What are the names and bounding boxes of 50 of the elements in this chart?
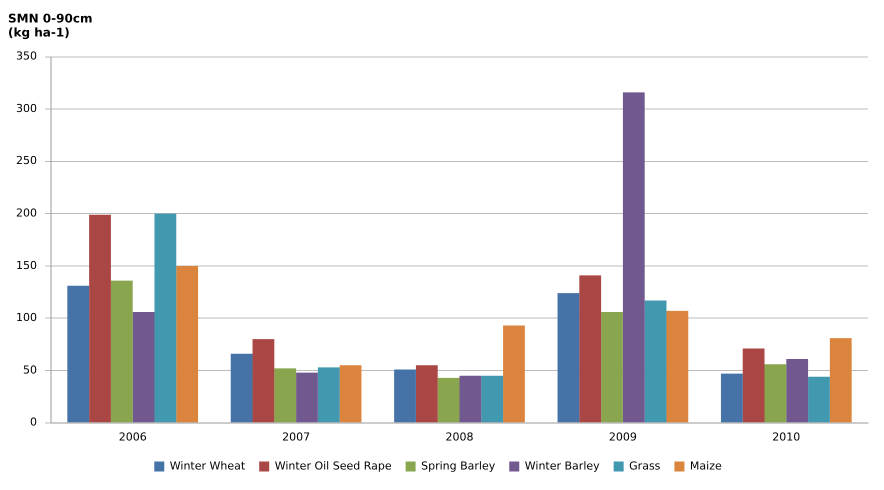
legend-label: Spring Barley xyxy=(421,459,496,472)
y-tick-label: 150 xyxy=(16,258,37,272)
x-tick-label: 2006 xyxy=(118,430,147,444)
x-tick-label: 2010 xyxy=(772,430,800,444)
bar xyxy=(622,92,645,422)
y-tick-label: 50 xyxy=(22,363,37,376)
bar xyxy=(601,312,623,422)
legend-label: Winter Wheat xyxy=(170,459,246,472)
bar xyxy=(558,293,580,422)
bar xyxy=(230,354,253,422)
legend-label: Winter Oil Seed Rape xyxy=(274,459,392,472)
bar xyxy=(416,365,438,422)
y-tick-label: 250 xyxy=(16,154,37,168)
bar xyxy=(786,359,808,422)
y-tick-label: 300 xyxy=(16,102,37,115)
y-axis-title: SMN 0-90cm (kg ha-1) xyxy=(8,11,92,40)
y-tick-label: 350 xyxy=(16,50,37,63)
bar xyxy=(481,376,504,422)
bar xyxy=(394,369,416,422)
legend-label: Maize xyxy=(690,459,722,472)
bar xyxy=(808,376,830,422)
bar xyxy=(176,266,198,422)
y-tick-label: 0 xyxy=(30,416,37,429)
bar xyxy=(579,275,602,422)
bar xyxy=(132,312,154,422)
y-tick-label: 200 xyxy=(16,206,37,220)
bar xyxy=(252,339,274,422)
bar xyxy=(742,348,765,422)
legend-label: Grass xyxy=(629,459,661,472)
x-tick-label: 2007 xyxy=(282,430,310,444)
bar xyxy=(460,376,482,422)
bar xyxy=(720,374,743,422)
bar xyxy=(830,338,852,422)
bar xyxy=(340,365,362,422)
bar xyxy=(764,364,786,422)
bar xyxy=(644,300,666,422)
bar xyxy=(666,310,688,422)
bar xyxy=(318,367,340,422)
bar xyxy=(110,280,133,422)
bar xyxy=(89,214,111,422)
bar xyxy=(154,214,176,422)
y-tick-label: 100 xyxy=(16,311,37,324)
bar xyxy=(274,368,296,422)
x-tick-label: 2008 xyxy=(446,430,474,444)
bar xyxy=(503,326,525,422)
legend-label: Winter Barley xyxy=(524,459,600,472)
x-tick-label: 2009 xyxy=(608,430,637,444)
bar xyxy=(296,372,318,422)
bar xyxy=(438,378,460,422)
bar xyxy=(67,286,90,422)
